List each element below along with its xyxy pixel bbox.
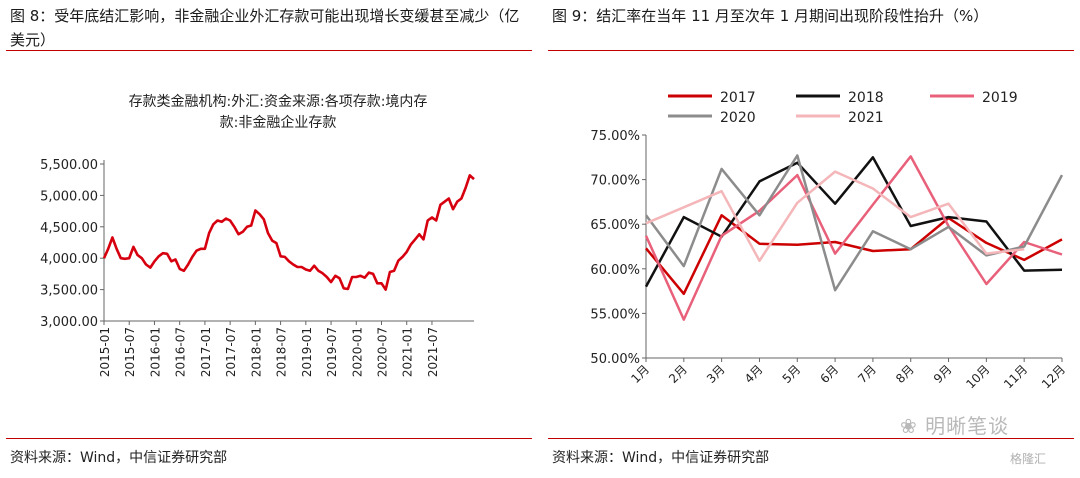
settlement-rate-line-chart: 50.00%55.00%60.00%65.00%70.00%75.00%1月 2月… bbox=[590, 90, 1068, 391]
source-divider bbox=[548, 438, 1074, 439]
x-tick-label: 2019-07 bbox=[325, 327, 339, 377]
watermark-sub: 格隆汇 bbox=[1010, 452, 1047, 466]
x-tick-label: 2019-01 bbox=[300, 327, 314, 377]
watermark-logo: ❀ 明晰笔谈 bbox=[900, 410, 1009, 439]
series-line-2021 bbox=[645, 170, 1025, 263]
chart-title: 款:非金融企业存款 bbox=[220, 114, 337, 131]
x-tick-label: 2018-07 bbox=[275, 327, 289, 377]
x-tick-label: 2020-07 bbox=[376, 327, 390, 377]
watermark-text: 明晰笔谈 bbox=[925, 414, 1010, 438]
y-tick-label: 3,500.00 bbox=[40, 284, 98, 299]
x-tick-label: 2月 bbox=[666, 362, 690, 386]
series-line-2017 bbox=[645, 214, 1063, 296]
y-tick-label: 4,000.00 bbox=[40, 252, 98, 267]
legend-label: 2020 bbox=[720, 110, 756, 126]
y-tick-label: 75.00% bbox=[590, 129, 640, 144]
y-tick-label: 55.00% bbox=[590, 307, 640, 322]
legend-label: 2017 bbox=[720, 90, 756, 106]
series-line-deposits bbox=[102, 174, 475, 291]
x-tick-label: 2016-01 bbox=[148, 327, 162, 377]
y-tick-label: 70.00% bbox=[590, 174, 640, 189]
x-tick-label: 2015-01 bbox=[98, 327, 112, 377]
x-tick-label: 2016-07 bbox=[174, 327, 188, 377]
x-tick-label: 2021-07 bbox=[426, 327, 440, 377]
legend-label: 2021 bbox=[848, 110, 884, 126]
source-note: 资料来源：Wind，中信证券研究部 bbox=[552, 450, 770, 466]
x-tick-label: 2021-01 bbox=[401, 327, 415, 377]
y-tick-label: 5,000.00 bbox=[40, 189, 98, 204]
x-tick-label: 2015-07 bbox=[123, 327, 137, 377]
left-figure-panel: 图 8：受年底结汇影响，非金融企业外汇存款可能出现增长变缓甚至减少（亿美元） 存… bbox=[6, 0, 538, 478]
x-tick-label: 9月 bbox=[931, 362, 955, 386]
x-tick-label: 2017-07 bbox=[224, 327, 238, 377]
x-tick-label: 10月 bbox=[963, 362, 992, 391]
y-tick-label: 5,500.00 bbox=[40, 158, 98, 173]
y-tick-label: 3,000.00 bbox=[40, 315, 98, 330]
y-tick-label: 50.00% bbox=[590, 352, 640, 367]
x-tick-label: 2020-01 bbox=[350, 327, 364, 377]
figure-title: 图 9：结汇率在当年 11 月至次年 1 月期间出现阶段性抬升（%） bbox=[552, 7, 989, 25]
x-tick-label: 11月 bbox=[1001, 362, 1030, 391]
y-tick-label: 4,500.00 bbox=[40, 221, 98, 236]
x-tick-label: 2017-01 bbox=[199, 327, 213, 377]
title-divider bbox=[6, 50, 532, 51]
series-line-2019 bbox=[644, 155, 1063, 321]
x-tick-label: 8月 bbox=[893, 362, 917, 386]
title-divider bbox=[548, 50, 1074, 51]
x-tick-label: 7月 bbox=[855, 362, 879, 386]
legend-label: 2019 bbox=[982, 90, 1018, 106]
x-tick-label: 2018-01 bbox=[249, 327, 263, 377]
source-note: 资料来源：Wind，中信证券研究部 bbox=[10, 450, 228, 466]
y-tick-label: 60.00% bbox=[590, 263, 640, 278]
y-tick-label: 65.00% bbox=[590, 218, 640, 233]
chart-title: 存款类金融机构:外汇:资金来源:各项存款:境内存 bbox=[129, 94, 428, 110]
x-tick-label: 6月 bbox=[817, 362, 841, 386]
x-tick-label: 12月 bbox=[1039, 362, 1068, 391]
x-tick-label: 4月 bbox=[742, 362, 766, 386]
right-figure-panel: 图 9：结汇率在当年 11 月至次年 1 月期间出现阶段性抬升（%） 50.00… bbox=[548, 0, 1080, 478]
legend-label: 2018 bbox=[848, 90, 884, 106]
figure-title: 图 8：受年底结汇影响，非金融企业外汇存款可能出现增长变缓甚至减少（亿美元） bbox=[10, 7, 520, 49]
source-divider bbox=[6, 438, 532, 439]
x-tick-label: 5月 bbox=[780, 362, 804, 386]
watermark-icon: ❀ bbox=[900, 414, 926, 438]
x-tick-label: 3月 bbox=[704, 362, 728, 386]
